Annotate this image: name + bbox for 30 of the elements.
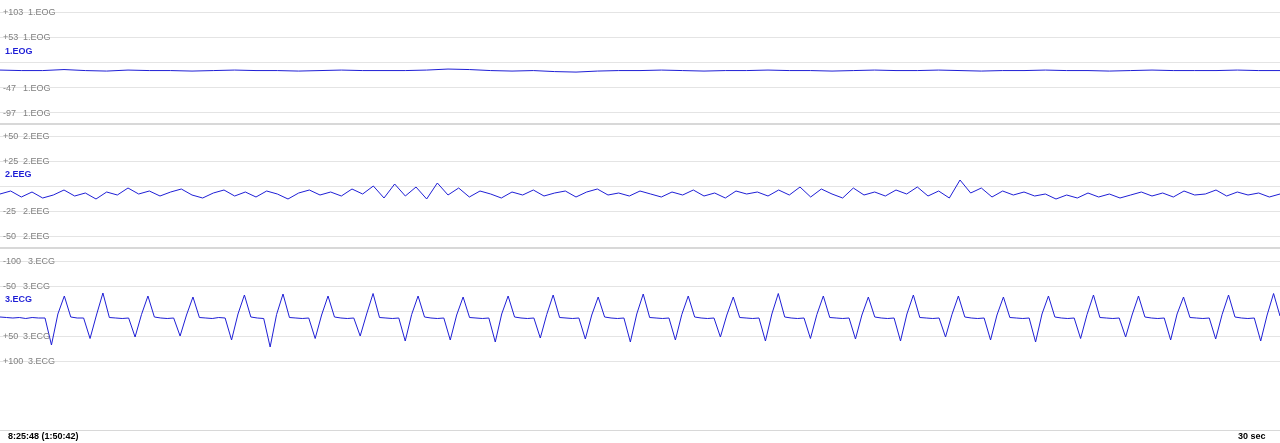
y-tick-label: -100 bbox=[3, 256, 22, 267]
y-tick-label: +103 bbox=[3, 7, 24, 18]
series-label: 2.EEG bbox=[23, 206, 50, 216]
text: 3.ECG bbox=[5, 294, 33, 304]
y-tick-label: +100 bbox=[3, 356, 24, 367]
line-series bbox=[0, 292, 1280, 348]
y-tick-label: +53 bbox=[3, 32, 19, 43]
line-series bbox=[0, 179, 1280, 200]
text: 2.EEG bbox=[23, 131, 50, 141]
text: 2.EEG bbox=[23, 156, 50, 166]
y-tick-label: +50 bbox=[3, 131, 19, 142]
text: 1.EOG bbox=[28, 7, 56, 17]
y-tick-label: -50 bbox=[3, 281, 17, 292]
text: 30 sec bbox=[1238, 431, 1266, 441]
text: 1.EOG bbox=[23, 32, 51, 42]
y-tick-label: -47 bbox=[3, 82, 17, 93]
text: 1.EOG bbox=[23, 108, 51, 118]
text: 1.EOG bbox=[5, 46, 33, 56]
y-tick-label: -25 bbox=[3, 206, 17, 217]
text: 2.EEG bbox=[5, 169, 32, 179]
text: 3.ECG bbox=[23, 281, 51, 291]
y-tick-label: -50 bbox=[3, 231, 17, 242]
text: 3.ECG bbox=[28, 356, 56, 366]
y-tick-label: +50 bbox=[3, 331, 19, 342]
series-label: 1.EOG bbox=[23, 83, 51, 93]
y-tick-label: +25 bbox=[3, 156, 19, 167]
text: 2.EEG bbox=[23, 231, 50, 241]
y-tick-label: -97 bbox=[3, 108, 17, 119]
text: 8:25:48 (1:50:42) bbox=[8, 431, 79, 441]
text: 3.ECG bbox=[28, 256, 56, 266]
